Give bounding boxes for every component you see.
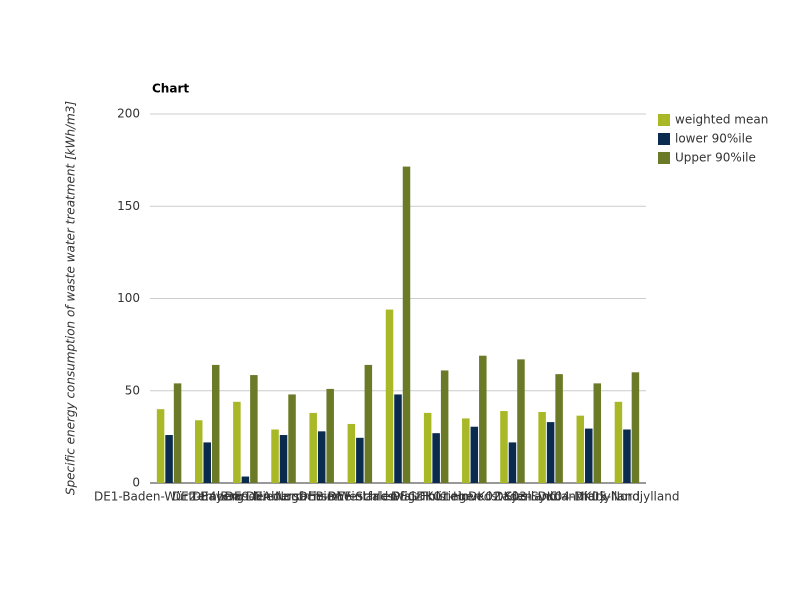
bar bbox=[394, 394, 402, 483]
bar bbox=[156, 409, 165, 483]
bar bbox=[165, 435, 173, 483]
y-tick-label: 100 bbox=[117, 291, 140, 305]
legend-label: weighted mean bbox=[675, 113, 768, 127]
x-tick-label: DE9-Niedersachsen bbox=[225, 490, 342, 504]
x-tick-label: DK02-Sjælland bbox=[468, 490, 557, 504]
bar bbox=[538, 411, 546, 483]
y-tick-label: 0 bbox=[132, 476, 140, 490]
x-tick-label: DEF-Schleswig-Holstein bbox=[328, 490, 469, 504]
x-tick-label: DE1-Baden-Württemberg bbox=[94, 490, 244, 504]
bar bbox=[623, 429, 631, 483]
bar bbox=[364, 364, 373, 483]
bar bbox=[309, 412, 317, 483]
x-tick-label: DK01-Hovedstaden bbox=[416, 490, 532, 504]
bar bbox=[271, 429, 279, 483]
bar bbox=[593, 383, 602, 483]
bar bbox=[241, 476, 250, 483]
x-tick-label: DEG-Thüringen bbox=[391, 490, 481, 504]
bar bbox=[194, 420, 203, 483]
bar bbox=[402, 166, 411, 483]
x-tick-label: DEA-Nordrhein-Westfalen bbox=[246, 490, 398, 504]
x-tick-label: DE4-Brandenburg bbox=[192, 490, 299, 504]
bar bbox=[500, 411, 508, 483]
legend-swatch bbox=[658, 114, 670, 126]
bar bbox=[508, 442, 517, 483]
bar bbox=[555, 374, 563, 483]
bar bbox=[576, 415, 585, 483]
bar bbox=[462, 418, 470, 483]
bar bbox=[250, 375, 258, 483]
y-tick-label: 50 bbox=[125, 383, 140, 397]
bar bbox=[631, 372, 640, 483]
legend-swatch bbox=[658, 133, 670, 145]
x-tick-label: DEB-Rheinland-Pfalz bbox=[299, 490, 421, 504]
bar bbox=[517, 359, 525, 483]
x-tick-label: DK03-Syddanmark bbox=[494, 490, 607, 504]
legend-label: lower 90%ile bbox=[675, 132, 752, 146]
bar bbox=[440, 370, 449, 483]
bar bbox=[385, 309, 394, 483]
bar bbox=[233, 401, 241, 483]
bar bbox=[423, 412, 432, 483]
bar bbox=[288, 394, 296, 483]
bar bbox=[356, 437, 364, 483]
y-tick-label: 200 bbox=[117, 107, 140, 121]
x-tick-label: DE2-Bayern bbox=[172, 490, 243, 504]
bar bbox=[211, 364, 220, 483]
x-tick-label: DK04-Midtjylland bbox=[538, 490, 640, 504]
bar bbox=[347, 423, 356, 483]
bar bbox=[585, 428, 593, 483]
x-tick-label: DK05-Nordjylland bbox=[574, 490, 679, 504]
bar bbox=[203, 442, 211, 483]
chart-title: Chart bbox=[152, 82, 189, 96]
bar bbox=[317, 431, 326, 483]
bar bbox=[326, 388, 334, 483]
y-tick-label: 150 bbox=[117, 199, 140, 213]
bar bbox=[173, 383, 182, 483]
bar bbox=[470, 426, 479, 483]
legend-label: Upper 90%ile bbox=[675, 151, 756, 165]
bar bbox=[432, 433, 440, 483]
bar bbox=[479, 355, 487, 483]
legend-swatch bbox=[658, 152, 670, 164]
y-axis-label: Specific energy consumption of waste wat… bbox=[64, 101, 78, 496]
bar bbox=[546, 422, 555, 483]
bar bbox=[279, 435, 288, 483]
bar bbox=[614, 401, 623, 483]
